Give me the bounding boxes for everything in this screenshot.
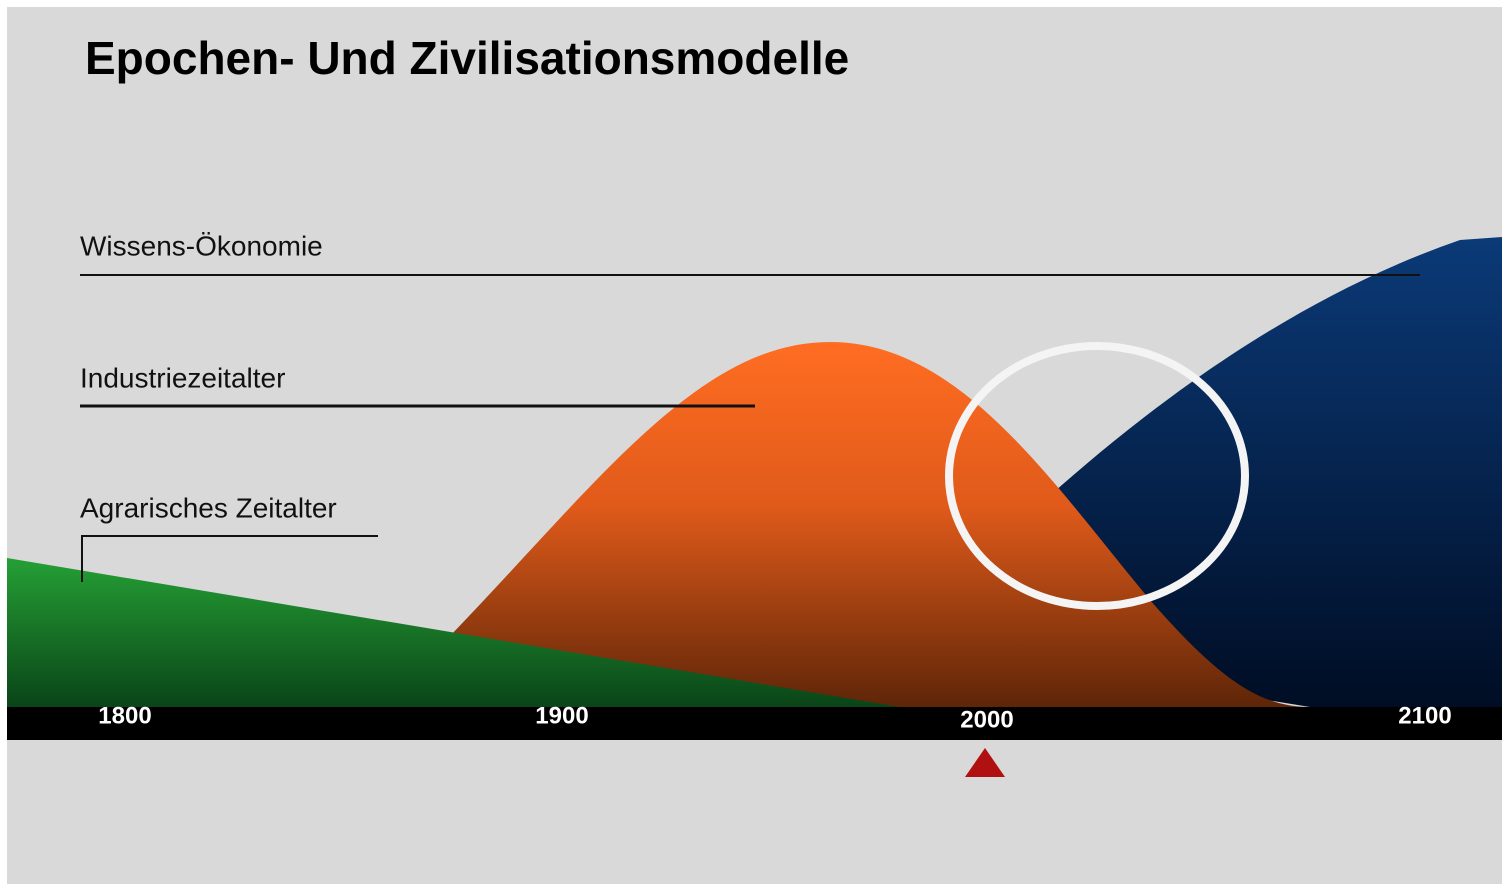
- epoch-label: Agrarisches Zeitalter: [80, 492, 337, 523]
- epoch-label: Industriezeitalter: [80, 362, 285, 393]
- year-label: 2000: [960, 706, 1013, 733]
- agrarian-curve: [7, 558, 900, 707]
- title: Epochen- Und Zivilisationsmodelle: [85, 32, 849, 84]
- year-label: 1900: [535, 702, 588, 729]
- highlight-circle: [945, 342, 1249, 610]
- now-marker: [965, 748, 1005, 777]
- industry-curve: [450, 342, 1310, 707]
- timeline-bar: [7, 707, 1502, 740]
- year-label: 2100: [1398, 702, 1451, 729]
- epoch-line: [81, 535, 378, 582]
- epoch-label: Wissens-Ökonomie: [80, 230, 323, 261]
- year-label: 1800: [98, 702, 151, 729]
